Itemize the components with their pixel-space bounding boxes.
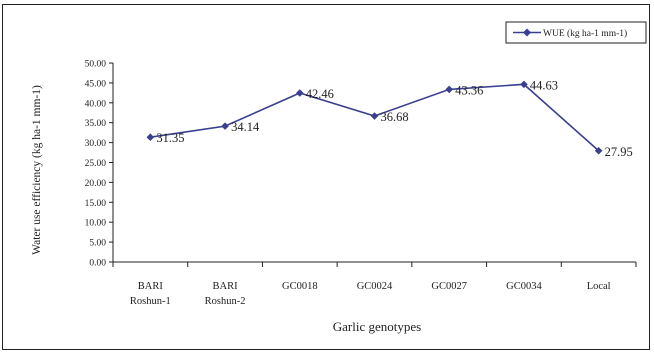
x-tick-label: Local [587,281,611,292]
data-point-marker [445,85,454,94]
y-tick-label: 40.00 [85,99,107,109]
data-label: 42.46 [306,87,334,101]
data-label: 34.14 [231,120,260,134]
x-tick-label: GC0034 [506,281,542,292]
data-points [146,80,603,155]
data-point-marker [221,122,229,130]
legend: WUE (kg ha-1 mm-1) [505,21,647,44]
data-label: 27.95 [605,145,633,159]
y-tick-label: 5.00 [89,239,106,249]
data-point-marker [295,89,304,97]
y-tick-label: 0.00 [89,259,106,269]
data-point-marker [370,112,379,120]
y-axis-ticks: 0.00 5.00 10.00 15.00 20.00 25.00 30.00 35.00 40… [85,60,113,269]
x-axis-ticks: BARI Roshun-1 BARI Roshun-2 GC0018 GC0024 GC00… [112,262,637,307]
y-tick-label: 15.00 [85,199,107,209]
y-tick-label: 45.00 [85,79,107,89]
chart-frame [2,4,650,350]
legend-box [505,21,647,44]
legend-label: WUE (kg ha-1 mm-1) [543,28,627,39]
y-tick-label: 30.00 [85,139,107,149]
data-label: 31.35 [156,131,184,145]
data-point-marker [520,80,528,89]
data-label: 44.63 [530,78,558,92]
data-label: 36.68 [381,110,409,124]
y-tick-label: 10.00 [85,219,107,229]
data-point-marker [594,146,603,155]
x-tick-label: BARI Roshun-2 [205,281,246,307]
x-tick-label: BARI Roshun-1 [130,281,171,307]
y-tick-label: 50.00 [85,60,107,70]
data-point-marker [146,133,155,142]
data-label: 43.36 [455,83,483,97]
x-tick-label: GC0027 [431,281,467,292]
y-axis-label: Water use efficiency (kg ha-1 mm-1) [31,85,43,255]
y-tick-label: 35.00 [85,119,107,129]
legend-diamond-icon [523,28,531,37]
x-tick-label: GC0024 [357,281,393,292]
x-axis-label: Garlic genotypes [333,319,421,334]
y-tick-label: 20.00 [85,179,107,189]
y-tick-label: 25.00 [85,159,107,169]
data-labels: 31.35 34.14 42.46 36.68 43.36 44.63 27.95 [156,78,632,158]
x-tick-label: GC0018 [282,281,318,292]
